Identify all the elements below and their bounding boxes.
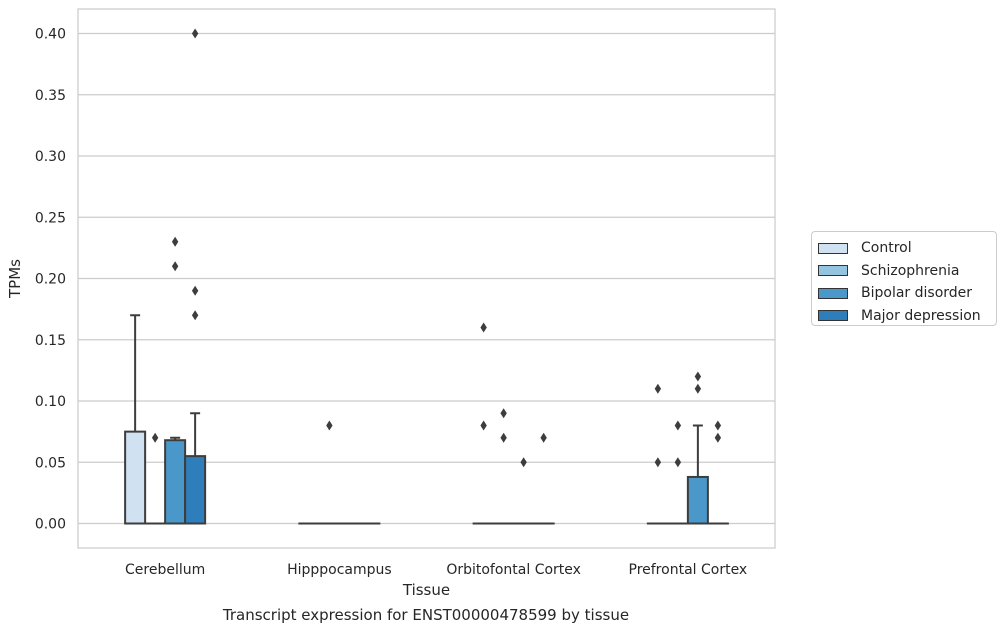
box-major-depression (532, 432, 555, 525)
y-tick-label: 0.25 (35, 210, 66, 226)
box-schizophrenia (492, 408, 515, 525)
legend-swatch-bipolar-disorder (818, 287, 848, 299)
outlier-point (480, 420, 487, 431)
outlier-point (171, 261, 179, 272)
outlier-point (654, 383, 662, 394)
box-plot-marks (124, 28, 729, 525)
outlier-point (714, 420, 722, 431)
outlier-point (540, 432, 547, 443)
y-tick-label: 0.05 (35, 455, 66, 471)
y-tick-label: 0.35 (35, 88, 66, 104)
box-major-depression (706, 420, 729, 525)
outlier-point (171, 236, 179, 247)
x-tick-label: Cerebellum (125, 562, 205, 578)
box-bipolar-disorder (164, 236, 187, 525)
box-schizophrenia (666, 420, 689, 525)
outlier-point (654, 457, 662, 468)
x-tick-label: Prefrontal Cortex (629, 562, 748, 578)
box-body (686, 475, 709, 525)
box-body (184, 455, 207, 525)
plot-frame (77, 8, 776, 549)
legend-item-major-depression: Major depression (818, 305, 996, 328)
outlier-point (500, 432, 507, 443)
legend-label-bipolar-disorder: Bipolar disorder (861, 285, 973, 302)
outlier-point (520, 457, 527, 468)
outlier-point (674, 420, 682, 431)
legend: Control Schizophrenia Bipolar disorder M… (811, 231, 997, 326)
outlier-point (694, 383, 702, 394)
outlier-point (714, 432, 722, 443)
box-major-depression (184, 28, 207, 525)
legend-item-control: Control (818, 237, 996, 260)
legend-swatch-schizophrenia (818, 265, 848, 277)
y-axis-ticks: 0.00 0.05 0.10 0.15 0.20 0.25 0.30 0.35 0.40 (35, 27, 66, 533)
outlier-point (500, 408, 507, 419)
box-control (124, 314, 147, 525)
box-body (124, 430, 147, 525)
legend-item-bipolar-disorder: Bipolar disorder (818, 282, 996, 305)
box-body (164, 439, 187, 525)
x-tick-label: Hipppocampus (287, 562, 392, 578)
box-schizophrenia (318, 420, 341, 525)
x-axis-ticks: Cerebellum Hipppocampus Orbitofontal Corte… (125, 562, 747, 578)
x-tick-label: Orbitofontal Cortex (446, 562, 581, 578)
outlier-point (674, 457, 682, 468)
y-tick-label: 0.00 (35, 517, 66, 533)
y-tick-label: 0.30 (35, 149, 66, 165)
outlier-point (191, 285, 199, 296)
x-axis-label: Tissue (402, 581, 450, 599)
outlier-point (326, 420, 333, 431)
box-control (472, 322, 495, 525)
chart-caption: Transcript expression for ENST0000047859… (222, 606, 630, 624)
outlier-point (191, 310, 199, 321)
box-control (646, 383, 669, 525)
y-tick-label: 0.10 (35, 394, 66, 410)
outlier-point (694, 371, 702, 382)
outlier-point (191, 28, 199, 39)
box-bipolar-disorder (512, 457, 535, 525)
legend-swatch-major-depression (818, 310, 848, 322)
legend-item-schizophrenia: Schizophrenia (818, 260, 996, 283)
y-axis-label: TPMs (6, 259, 24, 299)
box-bipolar-disorder (686, 371, 709, 525)
legend-swatch-control (818, 242, 848, 254)
legend-label-major-depression: Major depression (861, 307, 981, 324)
outlier-point (480, 322, 487, 333)
box-schizophrenia (144, 432, 167, 525)
y-tick-label: 0.15 (35, 333, 66, 349)
y-tick-label: 0.20 (35, 272, 66, 288)
legend-label-control: Control (861, 240, 912, 257)
y-tick-label: 0.40 (35, 27, 66, 43)
outlier-point (151, 432, 159, 443)
legend-label-schizophrenia: Schizophrenia (861, 262, 960, 279)
